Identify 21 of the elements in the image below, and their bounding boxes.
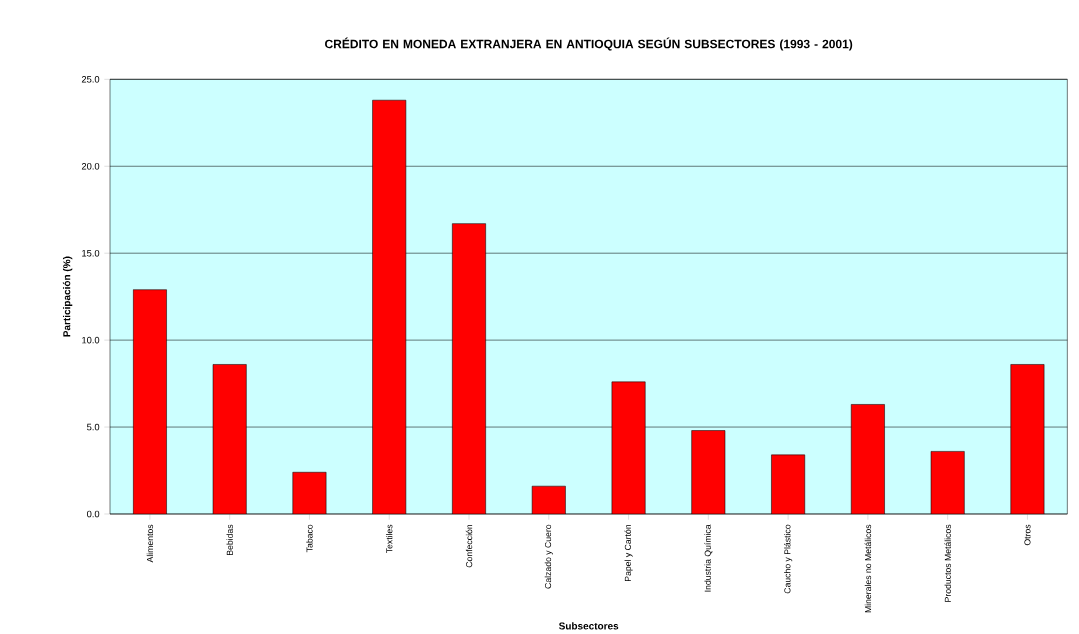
x-tick-label: Bebidas: [226, 524, 233, 555]
x-tick-label: Minerales no Metálicos: [864, 524, 872, 613]
x-tick-label: Otros: [1024, 524, 1031, 546]
x-tick-label: Tabaco: [306, 524, 313, 553]
chart-title: CRÉDITO EN MONEDA EXTRANJERA EN ANTIOQUIA SEGÚN SUBSECTORES (1993 - 2001): [325, 37, 853, 51]
x-tick-label: Confección: [465, 524, 473, 568]
x-tick-label: Papel y Cartón: [624, 524, 633, 581]
x-tick-label: Alimentos: [146, 524, 154, 563]
x-axis-title: Subsectores: [558, 622, 619, 630]
x-tick-label: Textiles: [386, 524, 393, 554]
x-tick-label: Calzado y Cuero: [544, 524, 553, 589]
y-axis-title: Participación (%): [62, 256, 73, 337]
y-tick-label: 20.0: [81, 162, 100, 170]
x-tick-label: Caucho y Plástico: [784, 524, 793, 594]
y-tick-label: 15.0: [82, 249, 100, 257]
y-tick-label: 0.0: [86, 510, 100, 518]
x-tick-label: Productos Metálicos: [944, 524, 951, 602]
x-tick-label: Industria Química: [704, 524, 713, 592]
y-tick-label: 5.0: [87, 423, 100, 431]
y-tick-label: 25.0: [81, 76, 100, 83]
y-tick-label: 10.0: [82, 336, 100, 344]
